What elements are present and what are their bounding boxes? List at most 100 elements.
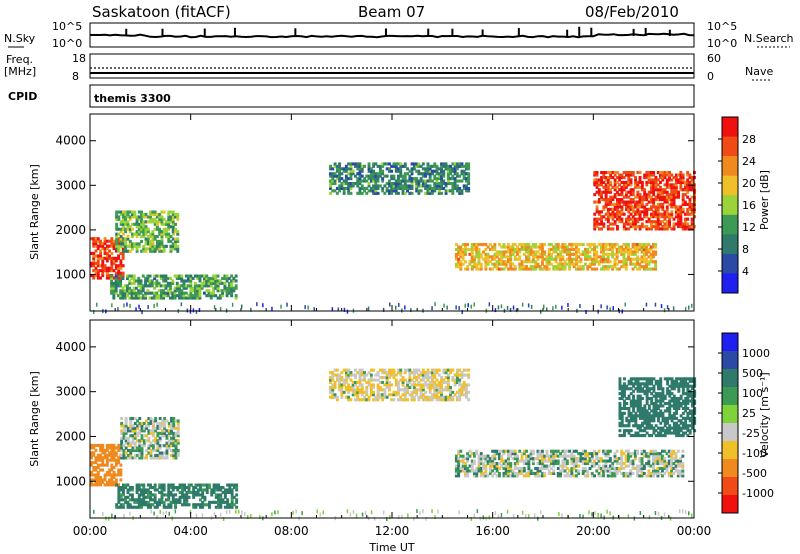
heatmap-cell bbox=[115, 239, 119, 243]
heatmap-cell bbox=[230, 286, 234, 290]
heatmap-cell bbox=[170, 441, 173, 445]
heatmap-cell bbox=[638, 193, 642, 197]
heatmap-cell bbox=[121, 271, 125, 275]
heatmap-cell bbox=[174, 434, 178, 438]
heatmap-cell bbox=[586, 250, 590, 254]
heatmap-cell bbox=[629, 419, 633, 423]
heatmap-cell bbox=[509, 262, 513, 266]
heatmap-cell bbox=[604, 267, 608, 271]
heatmap-cell bbox=[652, 250, 655, 254]
heatmap-cell bbox=[117, 266, 121, 270]
heatmap-cell bbox=[636, 387, 640, 391]
heatmap-cell bbox=[96, 443, 100, 447]
heatmap-cell bbox=[688, 424, 692, 428]
heatmap-cell bbox=[595, 457, 599, 461]
heatmap-cell bbox=[640, 210, 644, 214]
heatmap-cell bbox=[638, 267, 642, 271]
heatmap-cell bbox=[142, 444, 146, 448]
heatmap-cell bbox=[171, 232, 175, 236]
heatmap-cell bbox=[112, 453, 116, 457]
heatmap-cell bbox=[675, 384, 678, 388]
heatmap-cell bbox=[122, 444, 126, 448]
colorbar-segment bbox=[722, 234, 738, 255]
heatmap-cell bbox=[94, 249, 98, 253]
colorbar-tick-label: 16 bbox=[742, 199, 756, 212]
heatmap-cell bbox=[340, 172, 344, 176]
heatmap-cell bbox=[613, 215, 617, 219]
heatmap-cell bbox=[165, 446, 169, 450]
heatmap-cell bbox=[160, 289, 163, 293]
heatmap-cell bbox=[632, 406, 635, 410]
heatmap-cell bbox=[572, 466, 576, 470]
heatmap-cell bbox=[331, 189, 335, 193]
heatmap-cell bbox=[677, 419, 681, 423]
heatmap-cell bbox=[665, 173, 669, 177]
heatmap-cell bbox=[122, 212, 125, 216]
heatmap-cell bbox=[500, 464, 504, 468]
heatmap-cell bbox=[620, 457, 624, 461]
heatmap-cell bbox=[138, 424, 142, 428]
heatmap-cell bbox=[647, 469, 651, 473]
heatmap-cell bbox=[636, 471, 639, 475]
heatmap-cell bbox=[153, 220, 157, 224]
heatmap-cell bbox=[475, 466, 479, 470]
heatmap-cell bbox=[541, 267, 544, 271]
heatmap-cell bbox=[638, 459, 642, 463]
heatmap-cell bbox=[467, 162, 471, 166]
heatmap-cell bbox=[138, 439, 142, 443]
heatmap-cell bbox=[170, 417, 173, 421]
heatmap-cell bbox=[654, 459, 658, 463]
heatmap-cell bbox=[645, 202, 649, 206]
heatmap-cell bbox=[645, 416, 649, 420]
heatmap-cell bbox=[140, 500, 143, 504]
heatmap-cell bbox=[588, 265, 592, 269]
heatmap-cell bbox=[656, 454, 660, 458]
heatmap-cell bbox=[652, 471, 655, 475]
heatmap-cell bbox=[394, 169, 398, 173]
heatmap-cell bbox=[627, 220, 631, 224]
heatmap-cell bbox=[606, 449, 610, 453]
colorbar-segment bbox=[722, 175, 738, 196]
heatmap-cell bbox=[679, 457, 683, 461]
heatmap-cell bbox=[640, 247, 644, 251]
heatmap-cell bbox=[212, 291, 215, 295]
heatmap-cell bbox=[160, 220, 164, 224]
heatmap-cell bbox=[340, 184, 344, 188]
heatmap-cell bbox=[620, 466, 624, 470]
heatmap-cell bbox=[563, 243, 567, 247]
heatmap-cell bbox=[502, 267, 506, 271]
heatmap-cell bbox=[455, 164, 459, 168]
heatmap-cell bbox=[144, 294, 147, 298]
heatmap-cell bbox=[645, 382, 649, 386]
heatmap-cell bbox=[668, 414, 672, 418]
heatmap-cell bbox=[618, 457, 621, 461]
heatmap-cell bbox=[491, 247, 495, 251]
heatmap-cell bbox=[645, 252, 649, 256]
heatmap-cell bbox=[461, 464, 465, 468]
heatmap-cell bbox=[493, 464, 497, 468]
heatmap-cell bbox=[561, 449, 565, 453]
heatmap-cell bbox=[531, 245, 535, 249]
heatmap-cell bbox=[161, 424, 164, 428]
heatmap-cell bbox=[99, 468, 102, 472]
heatmap-cell bbox=[421, 162, 425, 166]
heatmap-cell bbox=[600, 215, 603, 219]
heatmap-cell bbox=[372, 174, 375, 178]
heatmap-cell bbox=[677, 389, 681, 393]
heatmap-cell bbox=[435, 164, 439, 168]
heatmap-cell bbox=[643, 205, 647, 209]
heatmap-cell bbox=[331, 307, 334, 312]
heatmap-cell bbox=[565, 250, 569, 254]
heatmap-cell bbox=[175, 294, 179, 298]
heatmap-cell bbox=[103, 269, 107, 273]
heatmap-cell bbox=[681, 202, 685, 206]
heatmap-cell bbox=[169, 249, 173, 253]
heatmap-cell bbox=[597, 200, 601, 204]
heatmap-cell bbox=[129, 453, 133, 457]
heatmap-cell bbox=[606, 257, 610, 261]
heatmap-cell bbox=[162, 247, 166, 251]
nsearch-tick-bottom: 10^0 bbox=[707, 37, 737, 50]
heatmap-cell bbox=[656, 462, 660, 466]
heatmap-cell bbox=[183, 483, 186, 487]
heatmap-cell bbox=[331, 172, 335, 176]
